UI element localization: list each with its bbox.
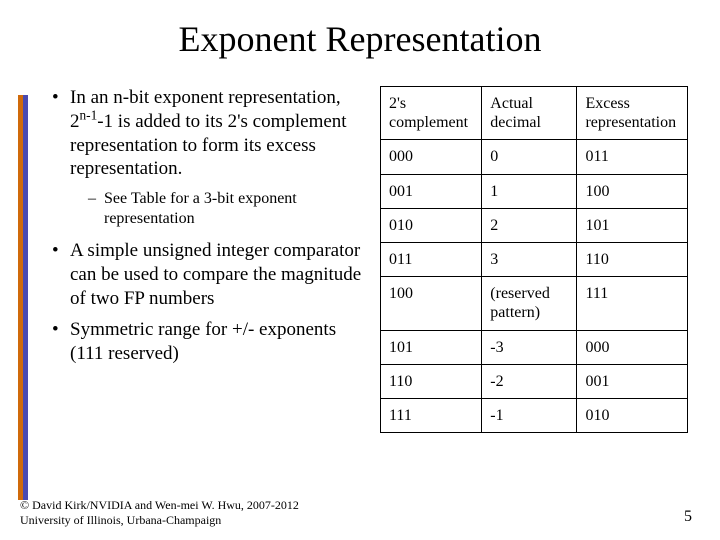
table-row: 0000011: [381, 140, 688, 174]
page-number: 5: [684, 508, 692, 526]
table-cell: 001: [381, 174, 482, 208]
bullet-icon: •: [52, 86, 70, 181]
bullet-3: • Symmetric range for +/- exponents (111…: [52, 318, 362, 366]
table-cell: -3: [482, 330, 577, 364]
table-cell: 110: [381, 364, 482, 398]
table-cell: 000: [381, 140, 482, 174]
bullet-1-text: In an n-bit exponent representation, 2n-…: [70, 86, 362, 181]
table-row: 111-1010: [381, 398, 688, 432]
table-cell: 111: [577, 277, 688, 330]
exponent-table: 2's complementActual decimalExcess repre…: [380, 86, 688, 433]
table-cell: 3: [482, 242, 577, 276]
footer-line-1: © David Kirk/NVIDIA and Wen-mei W. Hwu, …: [20, 498, 299, 513]
table-cell: 011: [577, 140, 688, 174]
bullet-1-sub-text: See Table for a 3-bit exponent represent…: [104, 189, 362, 229]
table-cell: -2: [482, 364, 577, 398]
bullet-3-text: Symmetric range for +/- exponents (111 r…: [70, 318, 362, 366]
right-column: 2's complementActual decimalExcess repre…: [380, 86, 688, 433]
table-header-cell: 2's complement: [381, 87, 482, 140]
bullet-2: • A simple unsigned integer comparator c…: [52, 239, 362, 310]
footer: © David Kirk/NVIDIA and Wen-mei W. Hwu, …: [20, 498, 299, 528]
bullet-1-post: -1 is added to its 2's complement repres…: [70, 111, 347, 180]
table-header-row: 2's complementActual decimalExcess repre…: [381, 87, 688, 140]
table-cell: 011: [381, 242, 482, 276]
content-row: • In an n-bit exponent representation, 2…: [32, 86, 688, 433]
bullet-2-text: A simple unsigned integer comparator can…: [70, 239, 362, 310]
table-cell: 2: [482, 208, 577, 242]
bullet-1-sub: – See Table for a 3-bit exponent represe…: [88, 189, 362, 229]
table-cell: 100: [577, 174, 688, 208]
dash-icon: –: [88, 189, 104, 229]
table-cell: 001: [577, 364, 688, 398]
bullet-1-sup: n-1: [80, 107, 98, 122]
table-cell: 1: [482, 174, 577, 208]
page-title: Exponent Representation: [32, 18, 688, 60]
accent-bar-right: [23, 95, 28, 500]
slide: Exponent Representation • In an n-bit ex…: [0, 0, 720, 540]
accent-bars: [18, 95, 28, 500]
table-row: 101-3000: [381, 330, 688, 364]
table-cell: 101: [381, 330, 482, 364]
footer-line-2: University of Illinois, Urbana-Champaign: [20, 513, 299, 528]
bullet-icon: •: [52, 318, 70, 366]
table-cell: 000: [577, 330, 688, 364]
table-cell: -1: [482, 398, 577, 432]
left-column: • In an n-bit exponent representation, 2…: [52, 86, 362, 433]
table-row: 0113110: [381, 242, 688, 276]
table-cell: 101: [577, 208, 688, 242]
table-cell: (reserved pattern): [482, 277, 577, 330]
table-cell: 111: [381, 398, 482, 432]
bullet-icon: •: [52, 239, 70, 310]
table-header-cell: Excess representation: [577, 87, 688, 140]
table-cell: 010: [381, 208, 482, 242]
table-row: 110-2001: [381, 364, 688, 398]
table-header-cell: Actual decimal: [482, 87, 577, 140]
table-row: 0102101: [381, 208, 688, 242]
table-cell: 100: [381, 277, 482, 330]
table-cell: 0: [482, 140, 577, 174]
table-cell: 010: [577, 398, 688, 432]
table-cell: 110: [577, 242, 688, 276]
table-row: 0011100: [381, 174, 688, 208]
table-row: 100(reserved pattern)111: [381, 277, 688, 330]
bullet-1: • In an n-bit exponent representation, 2…: [52, 86, 362, 181]
